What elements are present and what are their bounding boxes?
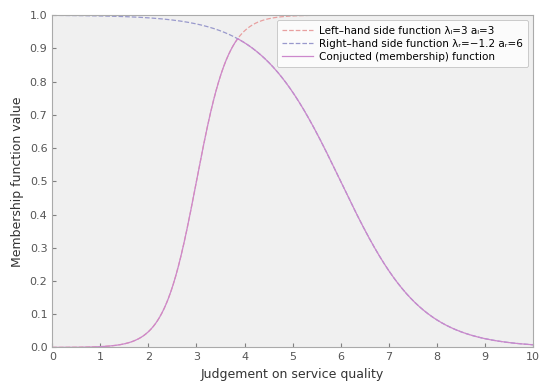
Right–hand side function λᵣ=−1.2 aᵣ=6	[73, 13, 80, 18]
Conjucted (membership) function	[530, 342, 536, 347]
Conjucted (membership) function	[49, 345, 56, 350]
Left–hand side function λₗ=3 aₗ=3	[515, 13, 522, 18]
Conjucted (membership) function	[516, 341, 522, 346]
Line: Right–hand side function λᵣ=−1.2 aᵣ=6: Right–hand side function λᵣ=−1.2 aᵣ=6	[52, 15, 533, 345]
Conjucted (membership) function	[283, 81, 289, 85]
Right–hand side function λᵣ=−1.2 aᵣ=6	[49, 13, 56, 18]
Left–hand side function λₗ=3 aₗ=3	[283, 14, 289, 19]
Right–hand side function λᵣ=−1.2 aᵣ=6	[270, 65, 277, 69]
Conjucted (membership) function	[73, 345, 80, 350]
Right–hand side function λᵣ=−1.2 aᵣ=6	[283, 80, 289, 85]
Left–hand side function λₗ=3 aₗ=3	[516, 13, 522, 18]
Line: Left–hand side function λₗ=3 aₗ=3: Left–hand side function λₗ=3 aₗ=3	[52, 15, 533, 347]
Right–hand side function λᵣ=−1.2 aᵣ=6	[516, 341, 522, 346]
Left–hand side function λₗ=3 aₗ=3	[49, 345, 56, 350]
Legend: Left–hand side function λₗ=3 aₗ=3, Right–hand side function λᵣ=−1.2 aᵣ=6, Conjuc: Left–hand side function λₗ=3 aₗ=3, Right…	[277, 20, 528, 67]
Conjucted (membership) function	[516, 341, 522, 346]
Line: Conjucted (membership) function: Conjucted (membership) function	[52, 39, 533, 347]
Left–hand side function λₗ=3 aₗ=3	[73, 345, 80, 350]
Right–hand side function λᵣ=−1.2 aᵣ=6	[530, 342, 536, 347]
Y-axis label: Membership function value: Membership function value	[11, 96, 24, 267]
Conjucted (membership) function	[234, 36, 241, 41]
X-axis label: Judgement on service quality: Judgement on service quality	[201, 368, 384, 381]
Left–hand side function λₗ=3 aₗ=3	[428, 13, 434, 18]
Conjucted (membership) function	[428, 314, 434, 318]
Right–hand side function λᵣ=−1.2 aᵣ=6	[428, 313, 434, 318]
Conjucted (membership) function	[270, 65, 277, 70]
Right–hand side function λᵣ=−1.2 aᵣ=6	[515, 341, 522, 346]
Left–hand side function λₗ=3 aₗ=3	[530, 13, 536, 18]
Left–hand side function λₗ=3 aₗ=3	[270, 16, 277, 20]
